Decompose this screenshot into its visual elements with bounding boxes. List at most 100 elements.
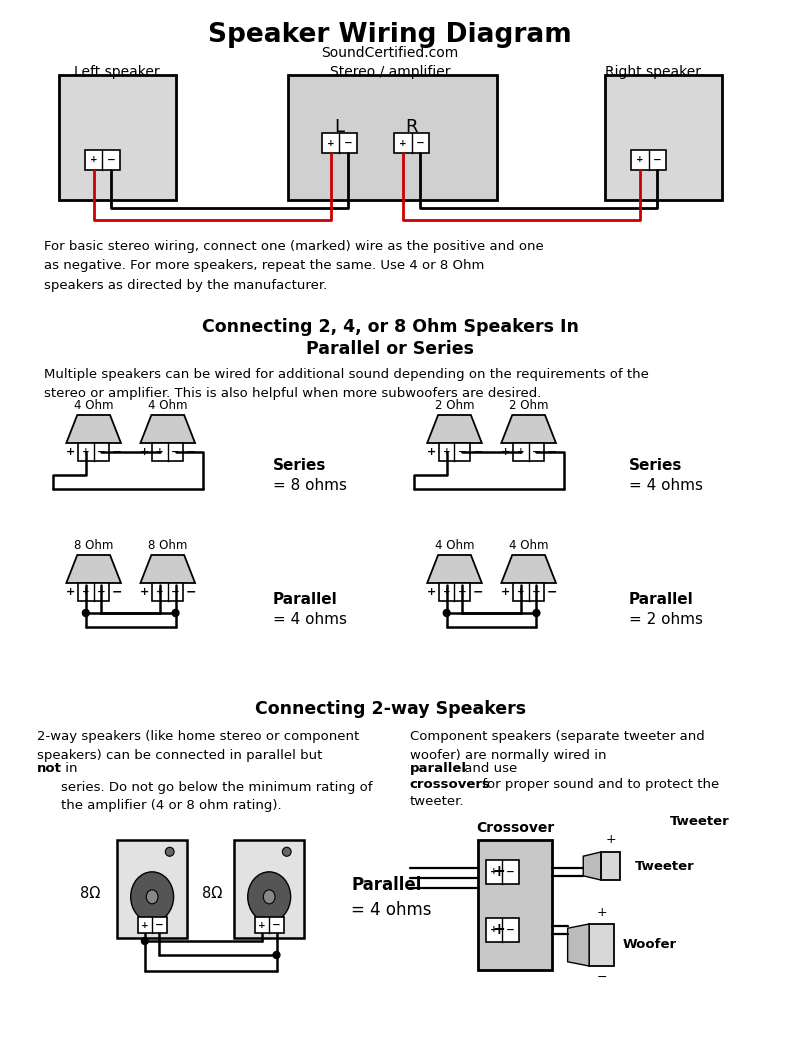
- Text: −: −: [458, 447, 466, 457]
- Text: not: not: [37, 762, 62, 775]
- Text: 4 Ohm: 4 Ohm: [74, 399, 114, 412]
- Text: +: +: [156, 587, 164, 597]
- Polygon shape: [141, 415, 195, 444]
- Polygon shape: [427, 415, 482, 444]
- Text: SoundCertified.com: SoundCertified.com: [322, 46, 458, 60]
- Text: in
series. Do not go below the minimum rating of
the amplifier (4 or 8 ohm ratin: in series. Do not go below the minimum r…: [62, 762, 373, 812]
- Text: = 2 ohms: = 2 ohms: [629, 612, 703, 627]
- Bar: [439, 444, 470, 461]
- Text: 8Ω: 8Ω: [80, 886, 100, 902]
- Text: −: −: [344, 138, 353, 148]
- Text: +: +: [492, 923, 505, 938]
- Text: +: +: [492, 865, 505, 880]
- Text: −: −: [597, 972, 607, 984]
- Text: Series: Series: [273, 457, 326, 472]
- Text: 2 Ohm: 2 Ohm: [434, 399, 474, 412]
- Text: +: +: [426, 447, 436, 457]
- Bar: [513, 444, 544, 461]
- Circle shape: [82, 609, 90, 617]
- Bar: [486, 918, 519, 942]
- Text: +: +: [501, 587, 510, 597]
- Ellipse shape: [130, 872, 174, 922]
- Polygon shape: [502, 415, 556, 444]
- Text: −: −: [112, 585, 122, 599]
- Text: for proper sound and to protect the: for proper sound and to protect the: [478, 778, 719, 791]
- Text: +: +: [156, 448, 164, 456]
- Text: −: −: [97, 587, 106, 597]
- Text: = 4 ohms: = 4 ohms: [273, 612, 347, 627]
- Polygon shape: [427, 555, 482, 583]
- Text: +: +: [141, 921, 149, 929]
- Text: Series: Series: [629, 457, 682, 472]
- Circle shape: [533, 609, 540, 617]
- Bar: [78, 583, 110, 601]
- Text: +: +: [606, 833, 616, 846]
- Bar: [254, 917, 284, 934]
- Text: +: +: [140, 587, 149, 597]
- Text: Parallel: Parallel: [273, 592, 338, 607]
- Text: = 4 ohms: = 4 ohms: [629, 477, 703, 492]
- Bar: [605, 75, 722, 200]
- Text: +: +: [82, 448, 90, 456]
- Circle shape: [142, 938, 148, 944]
- Text: For basic stereo wiring, connect one (marked) wire as the positive and one
as ne: For basic stereo wiring, connect one (ma…: [44, 240, 544, 293]
- Text: R: R: [406, 118, 418, 136]
- Text: −: −: [155, 920, 164, 930]
- Text: +: +: [82, 587, 90, 597]
- Circle shape: [273, 951, 280, 959]
- Text: −: −: [272, 920, 281, 930]
- Text: −: −: [186, 446, 197, 458]
- Bar: [601, 852, 620, 880]
- Text: Left speaker: Left speaker: [74, 65, 160, 79]
- Bar: [288, 75, 498, 200]
- Text: 2 Ohm: 2 Ohm: [509, 399, 548, 412]
- Text: +: +: [443, 448, 450, 456]
- Bar: [486, 860, 519, 884]
- Text: 8Ω: 8Ω: [202, 886, 222, 902]
- Ellipse shape: [263, 890, 275, 904]
- Text: tweeter.: tweeter.: [410, 795, 464, 808]
- Text: = 8 ohms: = 8 ohms: [273, 477, 347, 492]
- Text: +: +: [517, 448, 525, 456]
- Text: −: −: [112, 446, 122, 458]
- Text: 2-way speakers (like home stereo or component
speakers) can be connected in para: 2-way speakers (like home stereo or comp…: [37, 730, 359, 761]
- Bar: [138, 917, 166, 934]
- Text: +: +: [140, 447, 149, 457]
- Text: Parallel: Parallel: [629, 592, 694, 607]
- Text: Speaker Wiring Diagram: Speaker Wiring Diagram: [208, 22, 572, 48]
- Text: parallel: parallel: [410, 762, 466, 775]
- Text: 8 Ohm: 8 Ohm: [148, 539, 187, 552]
- Text: +: +: [517, 587, 525, 597]
- Text: Parallel: Parallel: [351, 876, 422, 894]
- Text: L: L: [334, 118, 345, 136]
- Text: −: −: [458, 587, 466, 597]
- Text: −: −: [473, 446, 483, 458]
- Polygon shape: [502, 555, 556, 583]
- Text: −: −: [473, 585, 483, 599]
- Bar: [478, 840, 552, 970]
- Text: −: −: [416, 138, 425, 148]
- Text: −: −: [171, 447, 180, 457]
- Text: 4 Ohm: 4 Ohm: [509, 539, 548, 552]
- Circle shape: [166, 847, 174, 856]
- Text: Woofer: Woofer: [622, 939, 676, 951]
- Bar: [589, 924, 614, 966]
- Text: −: −: [506, 867, 515, 876]
- Polygon shape: [66, 415, 121, 444]
- Circle shape: [172, 609, 179, 617]
- Text: −: −: [546, 585, 558, 599]
- Text: +: +: [636, 155, 644, 165]
- Text: Tweeter: Tweeter: [670, 815, 730, 828]
- Ellipse shape: [146, 890, 158, 904]
- Bar: [152, 444, 183, 461]
- Circle shape: [443, 609, 450, 617]
- Text: +: +: [90, 155, 98, 165]
- Text: +: +: [66, 587, 75, 597]
- Text: 4 Ohm: 4 Ohm: [434, 539, 474, 552]
- Bar: [78, 444, 110, 461]
- Text: +: +: [490, 867, 498, 876]
- Text: −: −: [653, 155, 662, 165]
- Text: Component speakers (separate tweeter and
woofer) are normally wired in: Component speakers (separate tweeter and…: [410, 730, 704, 761]
- Text: +: +: [443, 587, 450, 597]
- Text: −: −: [107, 155, 115, 165]
